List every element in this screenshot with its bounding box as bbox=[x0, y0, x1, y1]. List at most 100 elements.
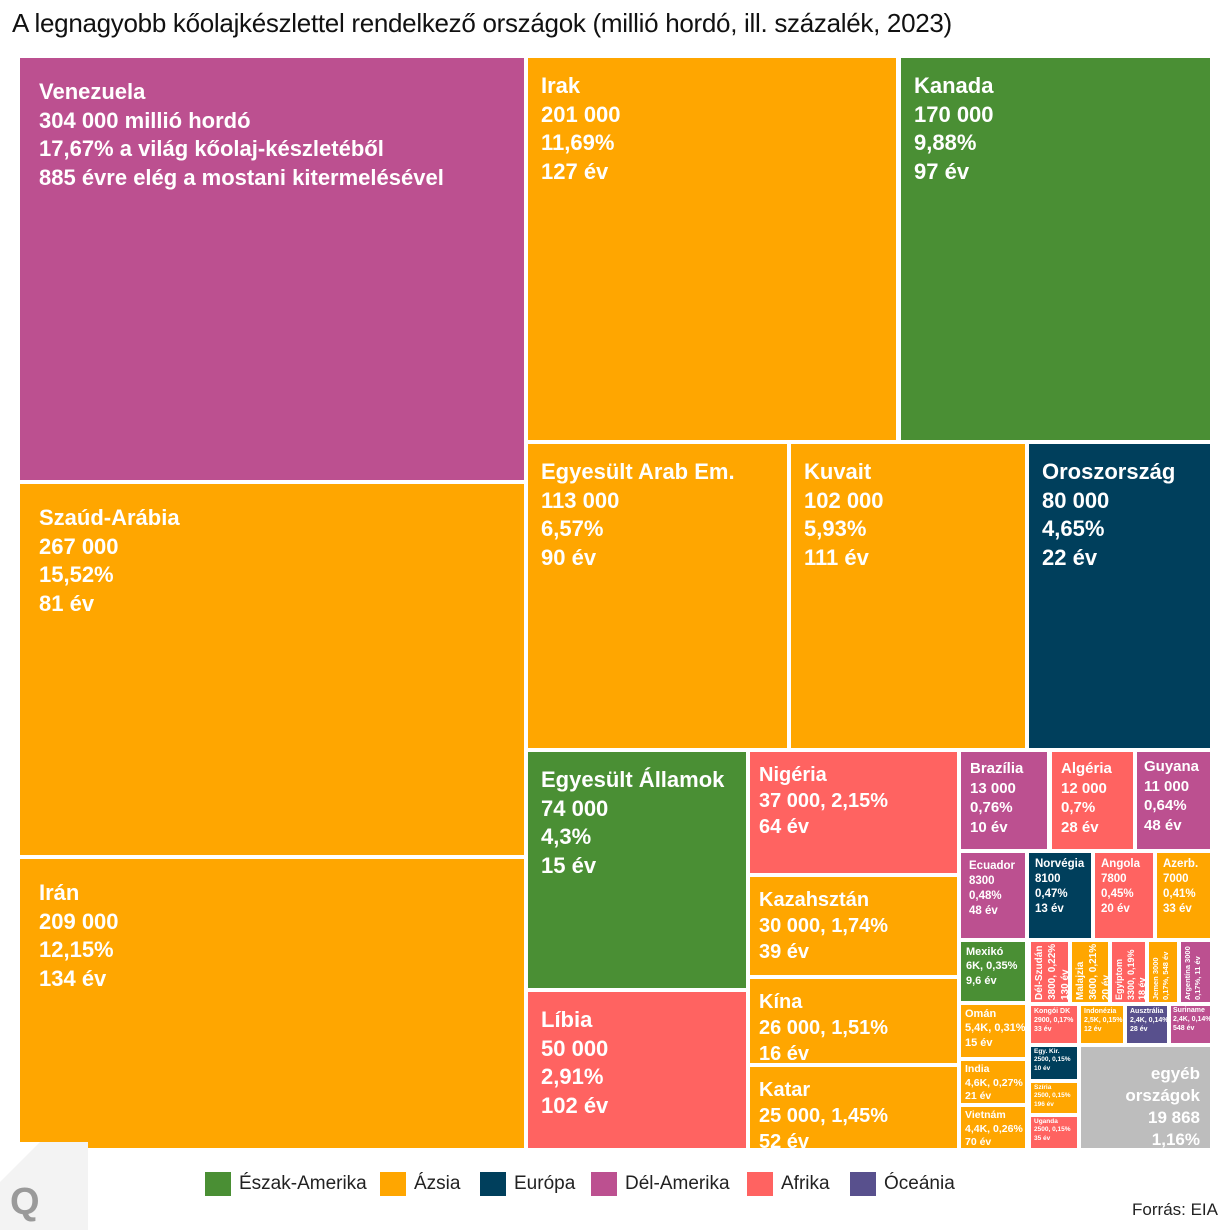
cell-label: Uganda 2500, 0,15% 35 év bbox=[1034, 1118, 1071, 1143]
cell-label: Katar 25 000, 1,45% 52 év bbox=[759, 1077, 888, 1148]
legend-label: Afrika bbox=[781, 1173, 830, 1194]
cell-label-line: Kína bbox=[759, 991, 803, 1013]
cell-label-line: 10 év bbox=[1034, 1064, 1051, 1072]
cell-label-line: 35 év bbox=[1034, 1134, 1051, 1142]
cell-label-line: 2,5K, 0,15% bbox=[1084, 1017, 1123, 1025]
cell-label: Algéria 12 000 0,7% 28 év bbox=[1061, 759, 1112, 837]
cell-label-line: 2,91% bbox=[541, 1064, 604, 1090]
cell-label-line: Kuvait bbox=[804, 459, 872, 484]
cell-label-line: 12,15% bbox=[39, 937, 114, 963]
cell-label-line: 0,17%, 548 év bbox=[1160, 951, 1170, 1000]
cell-label-line: Katar bbox=[759, 1079, 811, 1101]
treemap-cell-algéria: Algéria 12 000 0,7% 28 év bbox=[1052, 752, 1133, 849]
cell-label: Irak 201 000 11,69% 127 év bbox=[541, 72, 621, 186]
cell-label-line: 6,57% bbox=[541, 516, 604, 542]
cell-label-line: Omán bbox=[965, 1008, 997, 1020]
cell-label-line: Egy. Kir. bbox=[1034, 1048, 1060, 1055]
cell-label-line: 9,6 év bbox=[966, 974, 997, 987]
cell-label: Jemen 3000 0,17%, 548 év bbox=[1151, 952, 1171, 1000]
cell-label-line: Vietnám bbox=[965, 1109, 1006, 1121]
cell-label-line: 26 000, 1,51% bbox=[759, 1017, 888, 1039]
cell-label-line: 0,48% bbox=[969, 889, 1002, 902]
cell-label: Venezuela 304 000 millió hordó 17,67% a vi… bbox=[39, 78, 444, 192]
legend-swatch bbox=[591, 1172, 617, 1196]
cell-label-line: 267 000 bbox=[39, 533, 119, 559]
legend-swatch bbox=[205, 1172, 231, 1196]
cell-label-line: 25 000, 1,45% bbox=[759, 1105, 888, 1127]
cell-label-line: Malajzia bbox=[1075, 961, 1086, 1000]
cell-label-line: 17,67% a világ kőolaj-készletéből bbox=[39, 136, 384, 162]
cell-label-line: Kanada bbox=[914, 73, 994, 98]
cell-label-line: 80 000 bbox=[1042, 487, 1110, 513]
cell-label-line: India bbox=[965, 1063, 990, 1075]
legend-label: Európa bbox=[514, 1173, 576, 1194]
legend-label: Ázsia bbox=[414, 1173, 461, 1194]
treemap-cell-brazília: Brazília 13 000 0,76% 10 év bbox=[961, 752, 1047, 849]
cell-label: Egyiptom 3300, 0,19% 18 év bbox=[1114, 949, 1145, 1000]
cell-label: Vietnám 4,4K, 0,26% 70 év bbox=[965, 1109, 1023, 1148]
cell-label: Kína 26 000, 1,51% 16 év bbox=[759, 989, 888, 1063]
cell-label-line: 2,4K, 0,14% bbox=[1173, 1016, 1210, 1024]
treemap-cell-uganda: Uganda 2500, 0,15% 35 év bbox=[1031, 1117, 1077, 1148]
q-logo-icon: Q bbox=[0, 1142, 88, 1230]
chart-title: A legnagyobb kőolajkészlettel rendelkező… bbox=[12, 8, 952, 38]
cell-label-line: 2900, 0,17% bbox=[1034, 1017, 1074, 1025]
treemap-cell-dél-szudán: Dél-Szudán 3800, 0,22% 130 év bbox=[1031, 942, 1068, 1002]
cell-label-line: Egyiptom bbox=[1114, 958, 1124, 1000]
cell-label-line: 548 év bbox=[1173, 1025, 1195, 1033]
cell-label-line: 30 000, 1,74% bbox=[759, 915, 888, 937]
treemap-cell-irán: Irán 209 000 12,15% 134 év bbox=[20, 859, 524, 1148]
cell-label: Guyana 11 000 0,64% 48 év bbox=[1144, 757, 1199, 835]
treemap-cell-indonézia: Indonézia 2,5K, 0,15% 12 év bbox=[1081, 1006, 1123, 1043]
cell-label-line: 4,6K, 0,27% bbox=[965, 1076, 1023, 1089]
cell-label-line: 52 év bbox=[759, 1131, 810, 1148]
cell-label: India 4,6K, 0,27% 21 év bbox=[965, 1063, 1023, 1103]
cell-label-line: 28 év bbox=[1130, 1026, 1148, 1034]
cell-label-line: 5,4K, 0,31% bbox=[965, 1022, 1025, 1035]
cell-label-line: 81 év bbox=[39, 590, 95, 616]
cell-label-line: Egyesült Államok bbox=[541, 767, 725, 792]
cell-label-line: 97 év bbox=[914, 158, 970, 184]
cell-label: Suriname 2,4K, 0,14% 548 év bbox=[1173, 1006, 1210, 1033]
treemap-cell-szíria: Szíria 2500, 0,15% 196 év bbox=[1031, 1083, 1077, 1113]
cell-label-line: 20 év bbox=[1101, 902, 1130, 915]
treemap-cell-kuvait: Kuvait 102 000 5,93% 111 év bbox=[791, 444, 1025, 748]
treemap-cell-kanada: Kanada 170 000 9,88% 97 év bbox=[901, 58, 1210, 440]
treemap-cell-suriname: Suriname 2,4K, 0,14% 548 év bbox=[1171, 1006, 1210, 1043]
cell-label-line: 0,45% bbox=[1101, 887, 1134, 900]
cell-label-line: 22 év bbox=[1042, 544, 1098, 570]
treemap-cell-irak: Irak 201 000 11,69% 127 év bbox=[528, 58, 896, 440]
treemap-cell-omán: Omán 5,4K, 0,31% 15 év bbox=[961, 1005, 1025, 1057]
cell-label-line: 48 év bbox=[969, 904, 998, 917]
cell-label-line: Irán bbox=[39, 880, 80, 905]
cell-label-line: 885 évre elég a mostani kitermelésével bbox=[39, 164, 444, 190]
cell-label-line: 0,47% bbox=[1035, 887, 1068, 900]
cell-label-line: 1,16% bbox=[1151, 1130, 1200, 1148]
cell-label: Azerb. 7000 0,41% 33 év bbox=[1163, 857, 1198, 917]
treemap-cell-kongói-dk: Kongói DK 2900, 0,17% 33 év bbox=[1031, 1006, 1077, 1043]
cell-label-line: 6K, 0,35% bbox=[966, 960, 1018, 973]
cell-label-line: 8100 bbox=[1035, 872, 1061, 885]
cell-label-line: 21 év bbox=[965, 1090, 992, 1103]
cell-label-line: 0,76% bbox=[970, 799, 1013, 816]
cell-label: Kazahsztán 30 000, 1,74% 39 év bbox=[759, 887, 888, 965]
cell-label-line: 33 év bbox=[1163, 902, 1192, 915]
treemap-cell-venezuela: Venezuela 304 000 millió hordó 17,67% a vi… bbox=[20, 58, 524, 480]
cell-label-line: Algéria bbox=[1061, 760, 1112, 777]
treemap-cell-norvégia: Norvégia 8100 0,47% 13 év bbox=[1029, 853, 1091, 938]
cell-label-line: Argentína 3000 bbox=[1183, 946, 1192, 1000]
cell-label-line: 74 000 bbox=[541, 795, 609, 821]
cell-label-line: 3300, 0,19% bbox=[1125, 949, 1136, 1000]
treemap-cell-kína: Kína 26 000, 1,51% 16 év bbox=[750, 979, 957, 1063]
cell-label: Szíria 2500, 0,15% 196 év bbox=[1034, 1084, 1071, 1109]
cell-label: Argentína 3000 0,17%, 11 év bbox=[1183, 946, 1203, 1000]
cell-label-line: 15 év bbox=[965, 1036, 993, 1049]
cell-label-line: 12 000 bbox=[1061, 779, 1107, 797]
cell-label: Malajzia 3600, 0,21% 20 év bbox=[1074, 944, 1108, 1000]
cell-label-line: 15 év bbox=[541, 852, 597, 878]
treemap-cell-guyana: Guyana 11 000 0,64% 48 év bbox=[1137, 752, 1210, 849]
legend-label: Észak-Amerika bbox=[239, 1173, 367, 1194]
treemap-cell-india: India 4,6K, 0,27% 21 év bbox=[961, 1061, 1025, 1103]
svg-text:Q: Q bbox=[10, 1181, 40, 1223]
cell-label-line: Indonézia bbox=[1084, 1008, 1117, 1015]
